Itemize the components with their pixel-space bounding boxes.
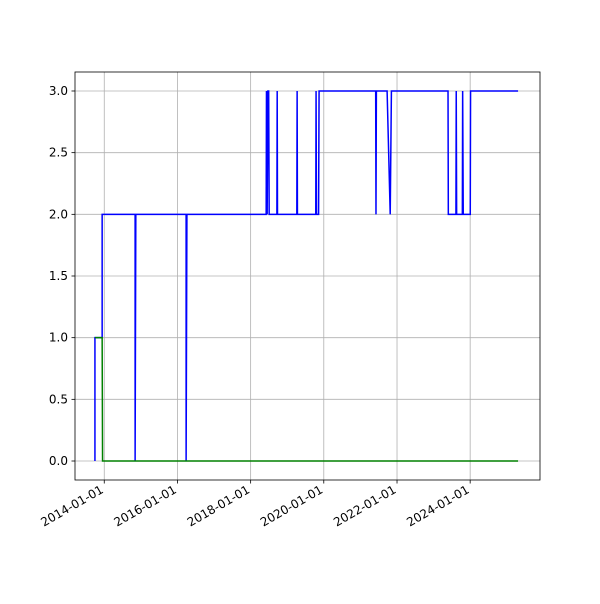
plot-frame <box>74 71 541 481</box>
y-tick-label: 0.5 <box>49 392 68 406</box>
y-tick-label: 0.0 <box>49 454 68 468</box>
data-line <box>94 90 519 462</box>
y-tick-label: 1.5 <box>49 269 68 283</box>
y-tick-label: 2.5 <box>49 146 68 160</box>
y-tick-label: 3.0 <box>49 84 68 98</box>
data-line <box>94 336 519 462</box>
y-tick-label: 1.0 <box>49 331 68 345</box>
y-tick-label: 2.0 <box>49 207 68 221</box>
